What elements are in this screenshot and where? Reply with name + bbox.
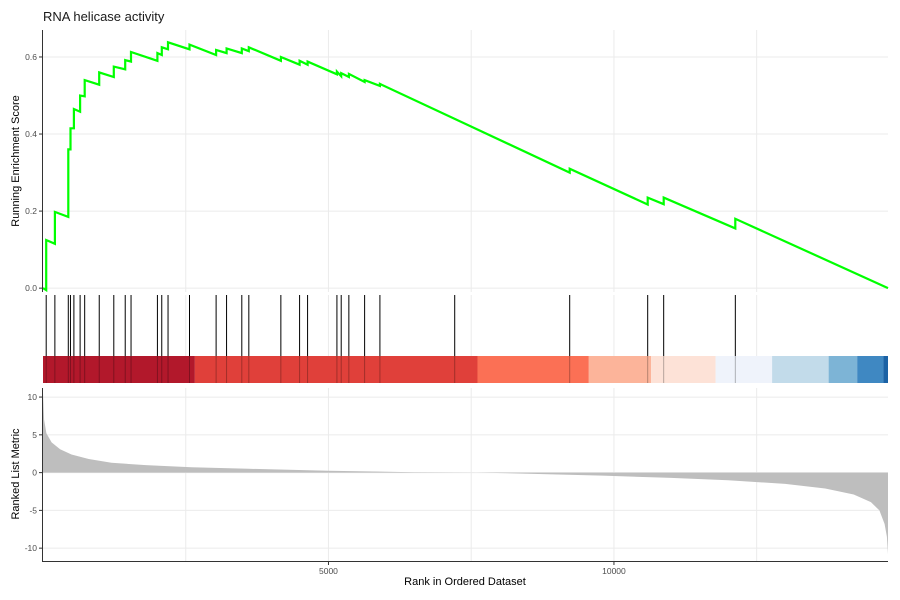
- metric-y-tick-label: -10: [25, 543, 38, 553]
- rank-color-band-segment: [828, 356, 858, 383]
- metric-y-tick-label: -5: [29, 505, 37, 515]
- enrichment-y-tick-label: 0.4: [25, 129, 37, 139]
- enrichment-gridlines: [43, 30, 888, 292]
- x-ticks: 5000 10000: [319, 562, 626, 576]
- rank-color-band: [43, 356, 888, 383]
- metric-y-tick-label: 10: [28, 392, 38, 402]
- rank-color-band-segment: [772, 356, 829, 383]
- running-enrichment-score-line: [42, 40, 889, 293]
- gene-hit-marks: [45, 295, 736, 383]
- metric-y-tick-label: 0: [32, 468, 37, 478]
- enrichment-score-panel: 0.0 0.2 0.4 0.6 Running Enrichment Score: [10, 30, 889, 293]
- chart-title: RNA helicase activity: [43, 9, 165, 24]
- ranked-metric-area: [43, 393, 888, 555]
- enrichment-y-tick-label: 0.2: [25, 206, 37, 216]
- x-tick-label: 10000: [602, 566, 626, 576]
- metric-y-axis-title: Ranked List Metric: [10, 428, 22, 520]
- enrichment-y-ticks: 0.0 0.2 0.4 0.6: [25, 52, 42, 293]
- enrichment-y-tick-label: 0.0: [25, 283, 37, 293]
- rank-color-band-segment: [715, 356, 773, 383]
- enrichment-y-tick-label: 0.6: [25, 52, 37, 62]
- rank-color-band-segment: [43, 356, 195, 383]
- gene-hits-panel: [43, 295, 888, 383]
- x-axis-title: Rank in Ordered Dataset: [404, 576, 526, 588]
- rank-color-band-segment: [857, 356, 884, 383]
- enrichment-y-axis-title: Running Enrichment Score: [10, 95, 22, 226]
- rank-color-band-segment: [883, 356, 888, 383]
- rank-color-band-segment: [477, 356, 589, 383]
- rank-color-band-segment: [588, 356, 652, 383]
- ranked-metric-panel: -10 -5 0 5 10 5000 10000 Ranked List Metric R…: [10, 388, 888, 588]
- metric-y-tick-label: 5: [32, 430, 37, 440]
- rank-color-band-segment: [194, 356, 478, 383]
- metric-y-ticks: -10 -5 0 5 10: [25, 392, 42, 553]
- x-tick-label: 5000: [319, 566, 338, 576]
- rank-color-band-segment: [651, 356, 716, 383]
